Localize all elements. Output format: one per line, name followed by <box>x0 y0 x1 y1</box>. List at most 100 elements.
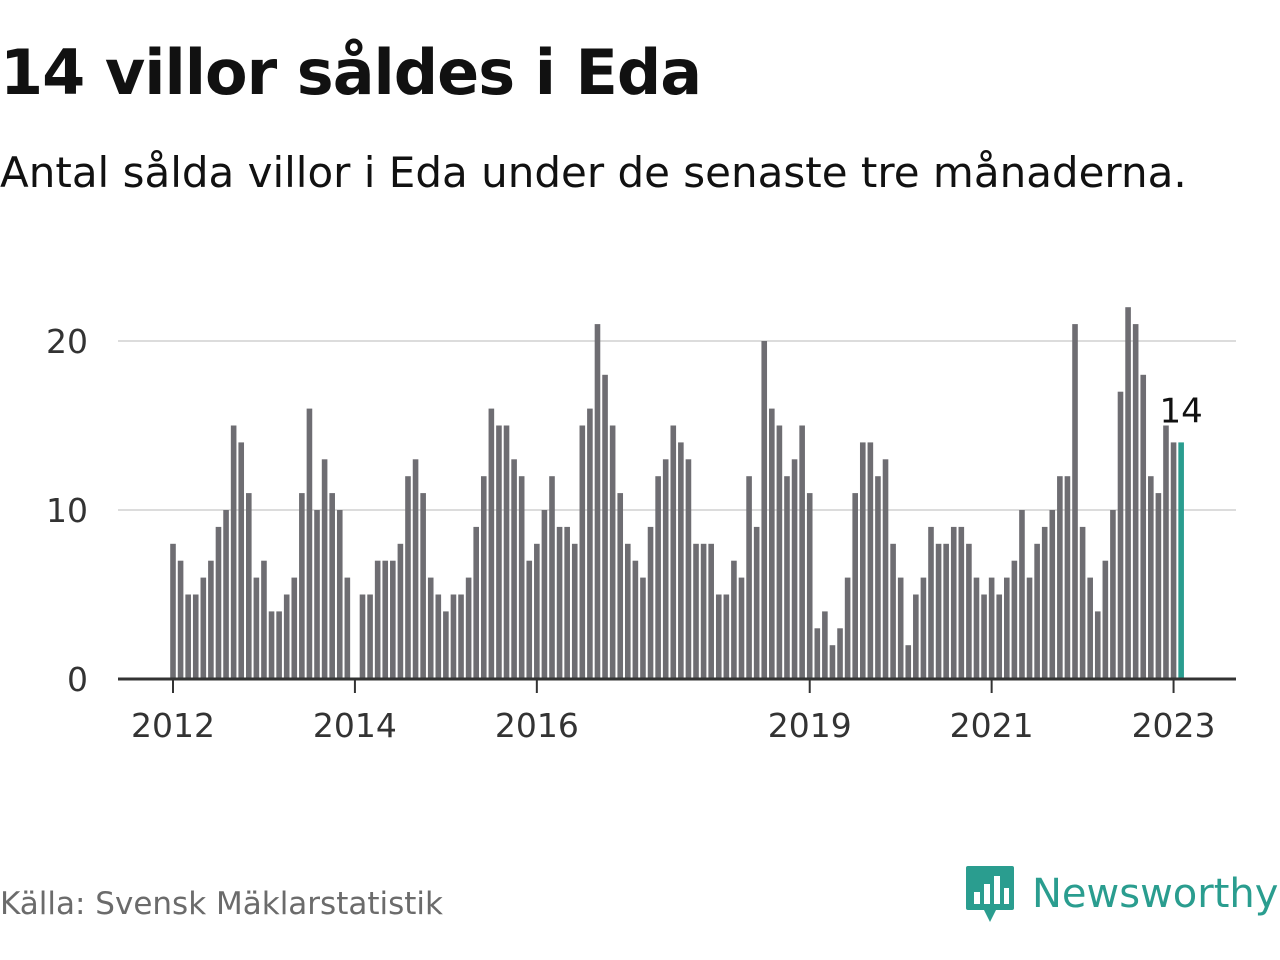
bar <box>1064 476 1071 679</box>
bar <box>1132 324 1139 679</box>
bar <box>791 459 798 679</box>
bar <box>1163 425 1169 679</box>
bar <box>200 577 207 679</box>
bar <box>1148 476 1154 679</box>
bar <box>503 425 510 679</box>
bar <box>837 628 843 679</box>
bar <box>427 577 434 679</box>
bar <box>715 594 722 679</box>
bar <box>928 526 934 679</box>
bar <box>625 543 631 679</box>
bar <box>192 594 199 679</box>
bar <box>655 476 661 679</box>
bar <box>435 594 442 679</box>
bar <box>890 543 896 679</box>
bar <box>617 493 624 679</box>
bar <box>230 425 237 679</box>
axes <box>118 677 1236 693</box>
bar <box>405 476 411 679</box>
highlight-bar <box>1178 442 1184 679</box>
labels: 0 10 20 2012 2014 2016 2019 2021 2023 14 <box>46 322 1216 745</box>
bar <box>799 425 805 679</box>
x-tick-label: 2012 <box>131 706 215 745</box>
bar <box>943 543 949 679</box>
bar <box>390 560 396 679</box>
bar <box>935 543 942 679</box>
bar <box>397 543 404 679</box>
bar <box>1087 577 1093 679</box>
bar <box>822 611 828 679</box>
bar <box>185 594 191 679</box>
brand-logo[interactable]: Newsworthy <box>964 862 1278 926</box>
bar <box>1140 374 1147 679</box>
bar <box>549 476 555 679</box>
bar <box>420 493 426 679</box>
bar <box>488 408 495 679</box>
bar <box>382 560 389 679</box>
bar <box>450 594 457 679</box>
bar <box>829 645 836 679</box>
x-tick-label: 2021 <box>950 706 1034 745</box>
x-tick-label: 2016 <box>495 706 579 745</box>
bar <box>253 577 260 679</box>
bar <box>1049 510 1056 679</box>
bar <box>1004 577 1010 679</box>
bar <box>306 408 313 679</box>
bar <box>291 577 298 679</box>
bar <box>761 341 768 679</box>
bar <box>731 560 737 679</box>
bar <box>443 611 449 679</box>
chart-subtitle: Antal sålda villor i Eda under de senast… <box>0 148 1187 197</box>
bar <box>640 577 646 679</box>
bar <box>526 560 533 679</box>
bar <box>208 560 214 679</box>
bar <box>170 543 176 679</box>
bar <box>852 493 858 679</box>
bar <box>920 577 927 679</box>
bar <box>662 459 669 679</box>
bar <box>344 577 351 679</box>
bar <box>1026 577 1033 679</box>
bar <box>1170 442 1177 679</box>
bar <box>1117 391 1124 679</box>
bar <box>958 526 965 679</box>
bar <box>988 577 995 679</box>
x-tick-label: 2023 <box>1132 706 1216 745</box>
bar <box>1019 510 1025 679</box>
bar <box>268 611 275 679</box>
bar <box>579 425 586 679</box>
bars <box>170 307 1184 679</box>
bar <box>1125 307 1131 679</box>
bar <box>238 442 245 679</box>
bar <box>950 526 957 679</box>
bar <box>473 526 479 679</box>
bar <box>511 459 517 679</box>
bar <box>534 543 540 679</box>
bar <box>859 442 866 679</box>
bar <box>458 594 464 679</box>
bar <box>753 526 760 679</box>
bar <box>897 577 904 679</box>
bar <box>496 425 502 679</box>
bar <box>276 611 282 679</box>
bar <box>465 577 472 679</box>
bar <box>329 493 335 679</box>
bar <box>966 543 972 679</box>
y-tick-label: 20 <box>46 322 88 361</box>
bar <box>882 459 889 679</box>
bar <box>299 493 305 679</box>
bar <box>223 510 229 679</box>
bar <box>693 543 699 679</box>
bar <box>700 543 707 679</box>
newsworthy-logo-icon <box>966 866 1014 922</box>
bar <box>1155 493 1162 679</box>
bar <box>1034 543 1040 679</box>
y-tick-label: 0 <box>67 660 88 699</box>
bar <box>571 543 578 679</box>
bar <box>541 510 548 679</box>
x-tick-label: 2019 <box>768 706 852 745</box>
bar <box>1102 560 1109 679</box>
bar <box>518 476 525 679</box>
bar <box>776 425 783 679</box>
bar <box>678 442 684 679</box>
